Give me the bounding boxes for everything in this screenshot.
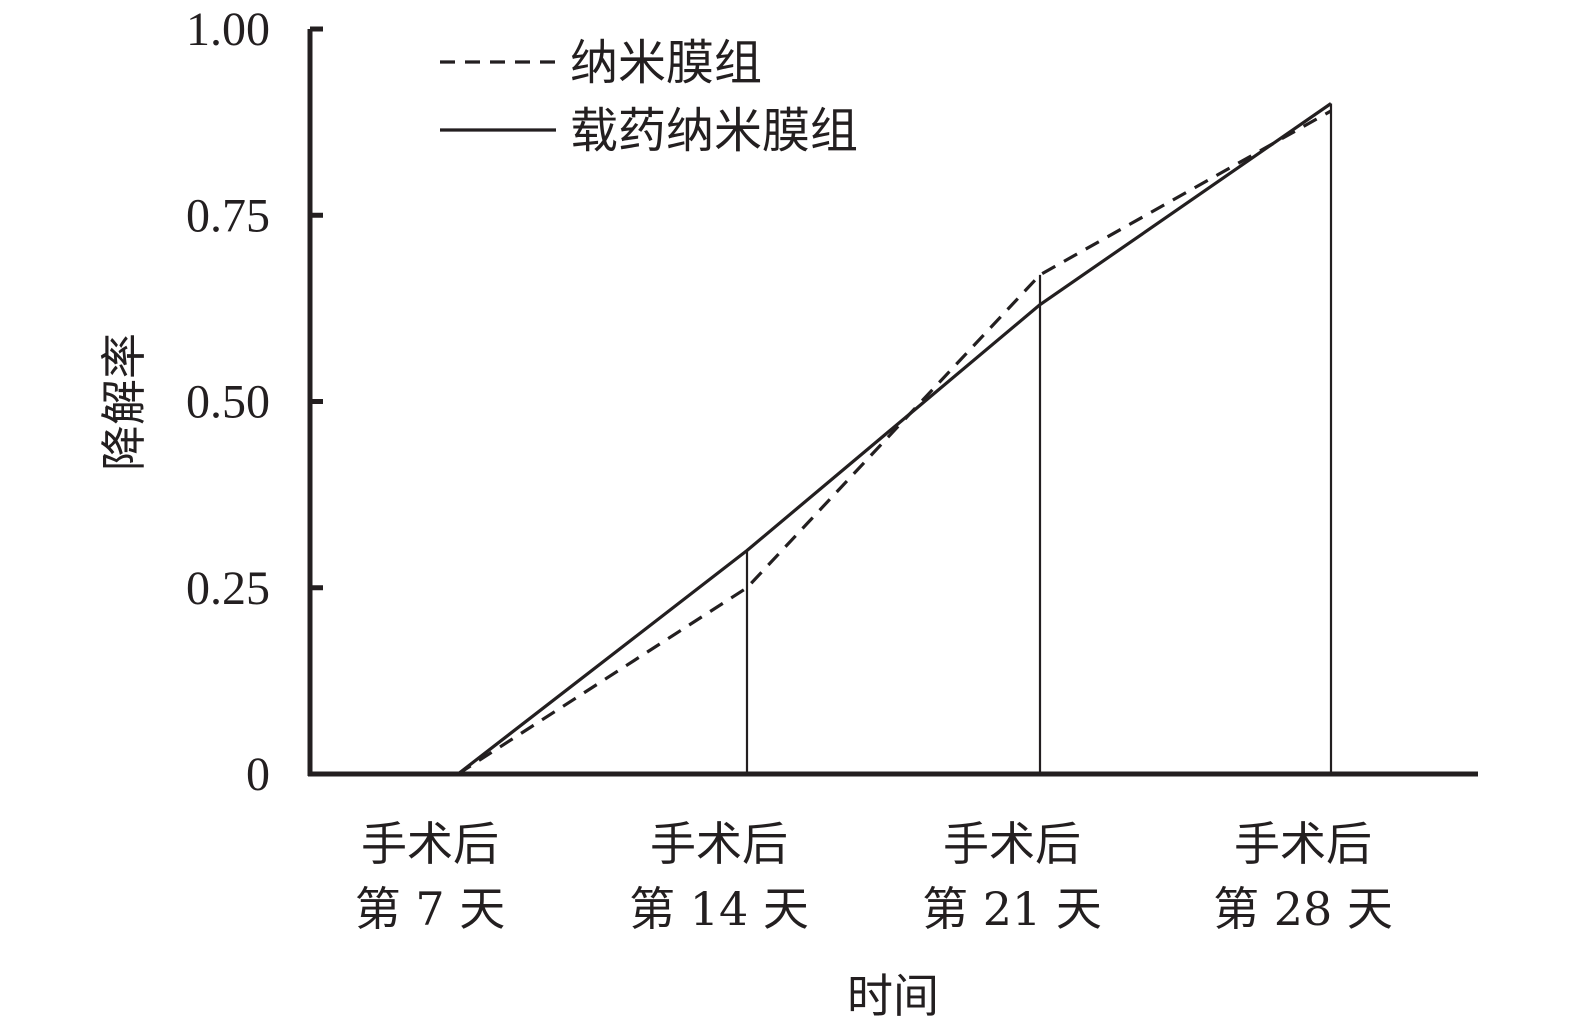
y-tick-label: 0.50 xyxy=(186,376,270,429)
x-tick-label-line2: 第 7 天 xyxy=(355,882,506,936)
series-line-solid xyxy=(457,102,1332,776)
x-tick-label-line1: 手术后 xyxy=(650,817,788,871)
plot-area xyxy=(457,102,1333,776)
y-tick-label: 0 xyxy=(246,748,270,801)
legend-label: 载药纳米膜组 xyxy=(570,103,858,159)
x-tick-label-line2: 第 28 天 xyxy=(1213,882,1393,936)
y-axis-title: 降解率 xyxy=(97,333,151,471)
x-axis-title: 时间 xyxy=(847,969,939,1023)
y-tick-label: 1.00 xyxy=(186,3,270,56)
x-tick-label-line1: 手术后 xyxy=(361,817,499,871)
x-tick-label-line1: 手术后 xyxy=(943,817,1081,871)
x-tick-label-line2: 第 14 天 xyxy=(629,882,809,936)
legend-label: 纳米膜组 xyxy=(570,35,762,91)
y-tick-label: 0.25 xyxy=(186,562,270,615)
x-tick-label-line2: 第 21 天 xyxy=(922,882,1102,936)
y-tick-label: 0.75 xyxy=(186,189,270,242)
x-tick-label-line1: 手术后 xyxy=(1234,817,1372,871)
series-line-dashed xyxy=(457,109,1332,776)
